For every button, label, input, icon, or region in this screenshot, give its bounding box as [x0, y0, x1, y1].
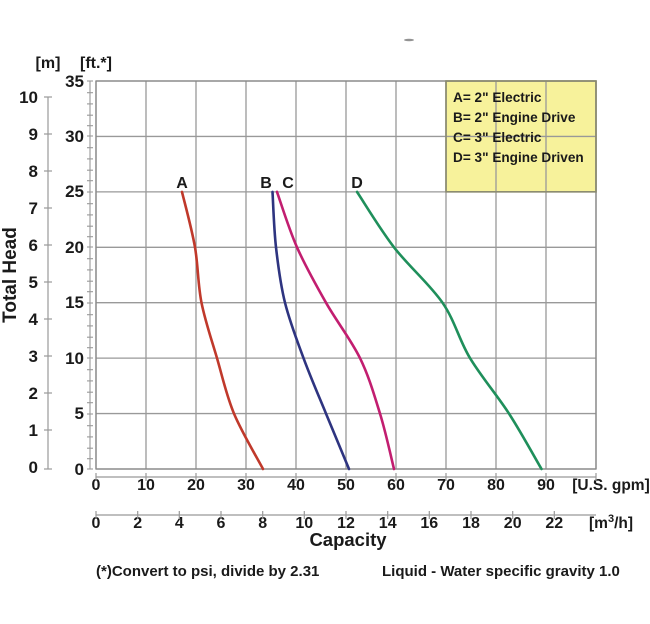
svg-text:Capacity: Capacity	[309, 529, 387, 550]
svg-text:9: 9	[29, 125, 38, 144]
svg-text:C: C	[282, 175, 294, 192]
svg-text:[U.S. gpm]: [U.S. gpm]	[572, 477, 650, 494]
svg-text:(*)Convert to psi, divide by 2: (*)Convert to psi, divide by 2.31	[96, 563, 319, 580]
svg-text:20: 20	[65, 238, 84, 257]
svg-text:10: 10	[19, 88, 38, 107]
svg-text:Total Head: Total Head	[0, 227, 21, 323]
svg-text:8: 8	[29, 162, 38, 181]
svg-text:[m]: [m]	[36, 55, 61, 72]
svg-text:35: 35	[65, 72, 84, 91]
svg-text:15: 15	[65, 293, 84, 312]
svg-text:D: D	[351, 175, 363, 192]
svg-text:[ft.*]: [ft.*]	[80, 55, 112, 72]
svg-text:1: 1	[29, 421, 38, 440]
svg-text:A= 2" Electric: A= 2" Electric	[453, 90, 542, 105]
svg-text:3: 3	[29, 347, 38, 366]
svg-text:10: 10	[65, 349, 84, 368]
svg-text:C= 3" Electric: C= 3" Electric	[453, 130, 542, 145]
svg-text:D= 3" Engine Driven: D= 3" Engine Driven	[453, 150, 584, 165]
svg-text:2: 2	[29, 384, 38, 403]
svg-text:5: 5	[75, 404, 84, 423]
svg-text:30: 30	[65, 127, 84, 146]
svg-text:[m3/h]: [m3/h]	[589, 513, 633, 532]
svg-text:A: A	[176, 175, 188, 192]
svg-text:0: 0	[29, 458, 38, 477]
svg-text:25: 25	[65, 182, 84, 201]
svg-text:Liquid - Water specific gravit: Liquid - Water specific gravity 1.0	[382, 563, 620, 580]
svg-text:6: 6	[29, 236, 38, 255]
svg-text:7: 7	[29, 199, 38, 218]
svg-text:5: 5	[29, 273, 38, 292]
svg-text:0: 0	[75, 460, 84, 479]
svg-text:B: B	[260, 175, 272, 192]
svg-text:B= 2" Engine Drive: B= 2" Engine Drive	[453, 110, 576, 125]
svg-text:4: 4	[29, 310, 39, 329]
